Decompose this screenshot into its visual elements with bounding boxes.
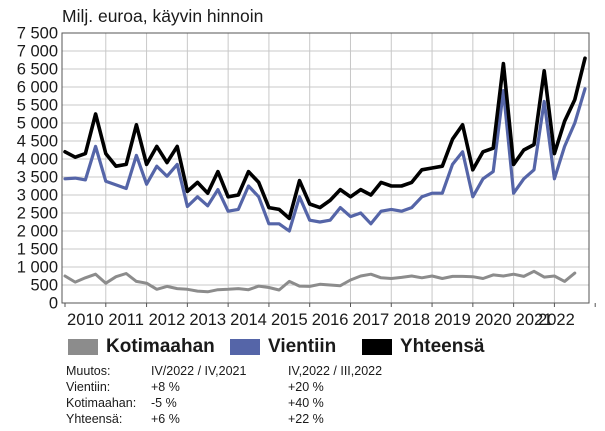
notes-row-value-qoq: +22 % [288,412,324,426]
y-tick-label: 5 500 [17,97,58,115]
y-tick-label: 5 000 [17,115,58,133]
x-tick-label: 2013 [189,311,226,329]
x-tick-label: 2012 [149,311,186,329]
x-axis-ticks: 2010 2011 2012 2013 2014 2015 2016 2017 2018 2019… [64,303,596,329]
series-line-yhteens- [63,56,587,221]
y-tick-label: 0 [49,295,58,313]
x-tick-label: 2010 [67,311,104,329]
plot-frame [61,32,590,304]
y-tick-label: 4 000 [17,151,58,169]
notes-row-value-yoy: -5 % [151,396,177,410]
series-line-kotimaahan [63,269,577,294]
y-tick-label: 4 500 [17,133,58,151]
x-tick-label: 2015 [271,311,308,329]
chart-title: Milj. euroa, käyvin hinnoin [62,6,263,26]
y-tick-label: 3 500 [17,169,58,187]
notes-row-value-yoy: +8 % [151,380,180,394]
legend-item-vientiin: Vientiin [230,336,336,358]
x-tick-label: 2016 [312,311,349,329]
x-tick-label: 2014 [230,311,267,329]
x-tick-label: 2021 [516,311,553,329]
legend-item-kotimaahan: Kotimaahan [68,336,215,358]
legend-swatch-kotimaahan [68,339,98,355]
notes-header-period-2: IV,2022 / III,2022 [288,364,383,378]
notes-row-value-qoq: +20 % [288,380,324,394]
change-notes: Muutos: IV/2022 / IV,2021 IV,2022 / III,… [66,363,596,427]
y-tick-label: 2 500 [17,205,58,223]
notes-row-label: Vientiin: [66,380,111,394]
legend-swatch-vientiin [230,339,260,355]
x-tick-label: 2019 [434,311,471,329]
legend-label-yhteensa: Yhteensä [400,336,485,357]
notes-row-yhteensa: Yhteensä: +6 % +22 % [66,411,596,427]
notes-row-vientiin: Vientiin: +8 % +20 % [66,379,596,395]
chart-legend: Kotimaahan Vientiin Yhteensä [66,336,596,360]
notes-header-label: Muutos: [66,364,111,378]
y-tick-label: 6 000 [17,79,58,97]
x-tick-label: 2022 [538,311,575,329]
x-tick-label: 2011 [108,311,143,329]
legend-label-vientiin: Vientiin [268,336,337,357]
notes-row-label: Kotimaahan: [66,396,137,410]
legend-swatch-yhteensa [362,339,392,355]
y-tick-label: 7 000 [17,43,58,61]
y-tick-label: 1 500 [17,241,58,259]
x-tick-label: 2017 [353,311,390,329]
notes-row-kotimaahan: Kotimaahan: -5 % +40 % [66,395,596,411]
x-tick-label: 2018 [393,311,430,329]
notes-header-period-1: IV/2022 / IV,2021 [151,364,247,378]
y-tick-label: 500 [30,277,58,295]
legend-item-yhteensa: Yhteensä [362,336,484,358]
x-tick-label: 2020 [475,311,512,329]
y-tick-label: 1 000 [17,259,58,277]
notes-header-row: Muutos: IV/2022 / IV,2021 IV,2022 / III,… [66,363,596,379]
y-tick-label: 2 000 [17,223,58,241]
legend-label-kotimaahan: Kotimaahan [106,336,215,357]
notes-row-value-qoq: +40 % [288,396,324,410]
series-line-vientiin [63,87,587,233]
y-tick-label: 6 500 [17,61,58,79]
notes-row-value-yoy: +6 % [151,412,180,426]
series-lines [63,56,587,294]
y-tick-label: 7 500 [17,25,58,43]
y-tick-label: 3 000 [17,187,58,205]
notes-row-label: Yhteensä: [66,412,123,426]
